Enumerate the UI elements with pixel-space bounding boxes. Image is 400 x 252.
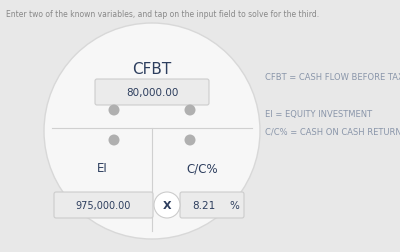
Circle shape — [44, 24, 260, 239]
Text: %: % — [229, 200, 239, 210]
Text: Enter two of the known variables, and tap on the input field to solve for the th: Enter two of the known variables, and ta… — [6, 10, 319, 19]
Text: 80,000.00: 80,000.00 — [126, 88, 178, 98]
Circle shape — [108, 105, 120, 116]
Text: EI = EQUITY INVESTMENT: EI = EQUITY INVESTMENT — [265, 110, 372, 119]
Circle shape — [184, 135, 196, 146]
FancyBboxPatch shape — [54, 192, 153, 218]
Circle shape — [108, 135, 120, 146]
Text: C/C% = CASH ON CASH RETURN: C/C% = CASH ON CASH RETURN — [265, 127, 400, 136]
Text: C/C%: C/C% — [186, 162, 218, 175]
FancyBboxPatch shape — [180, 192, 244, 218]
Text: CFBT = CASH FLOW BEFORE TAX: CFBT = CASH FLOW BEFORE TAX — [265, 73, 400, 82]
Circle shape — [154, 192, 180, 218]
Text: CFBT: CFBT — [132, 62, 172, 77]
Circle shape — [184, 105, 196, 116]
Text: EI: EI — [97, 162, 107, 175]
Text: 8.21: 8.21 — [192, 200, 216, 210]
Text: X: X — [163, 200, 171, 210]
FancyBboxPatch shape — [95, 80, 209, 106]
Text: 975,000.00: 975,000.00 — [76, 200, 131, 210]
